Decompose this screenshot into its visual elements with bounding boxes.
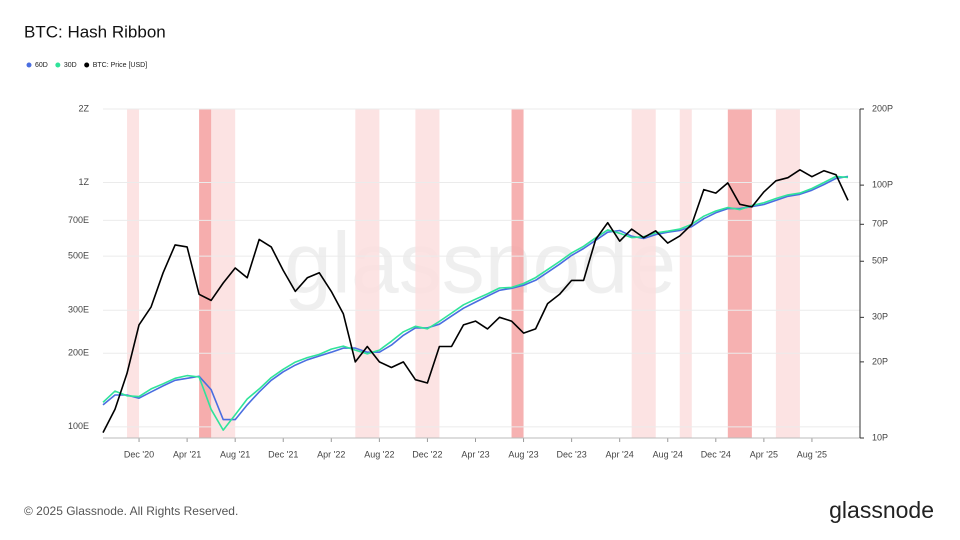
x-tick-label: Aug '24 bbox=[653, 449, 683, 459]
x-tick-label: Aug '25 bbox=[797, 449, 827, 459]
y2-tick-label: 200P bbox=[872, 103, 893, 113]
y-tick-label: 2Z bbox=[78, 103, 89, 113]
capitulation-band bbox=[727, 109, 752, 438]
x-tick-label: Apr '23 bbox=[461, 449, 489, 459]
x-tick-label: Apr '21 bbox=[173, 449, 201, 459]
legend-marker bbox=[26, 62, 32, 68]
x-tick-label: Aug '21 bbox=[220, 449, 250, 459]
y-tick-label: 100E bbox=[68, 421, 89, 431]
y-tick-label: 200E bbox=[68, 348, 89, 358]
y2-tick-label: 50P bbox=[872, 256, 888, 266]
capitulation-band bbox=[775, 109, 800, 438]
x-tick-label: Dec '24 bbox=[701, 449, 731, 459]
series-line bbox=[102, 175, 849, 421]
x-tick-label: Apr '25 bbox=[750, 449, 778, 459]
capitulation-band bbox=[415, 109, 440, 438]
legend-label: 60D bbox=[35, 62, 48, 69]
y-tick-label: 700E bbox=[68, 215, 89, 225]
capitulation-band bbox=[511, 109, 524, 438]
legend-marker bbox=[55, 62, 61, 68]
capitulation-band bbox=[631, 109, 656, 438]
y2-tick-label: 10P bbox=[872, 432, 888, 442]
capitulation-band bbox=[199, 109, 212, 438]
capitulation-band bbox=[679, 109, 692, 438]
y2-tick-label: 30P bbox=[872, 312, 888, 322]
y-tick-label: 1Z bbox=[78, 177, 89, 187]
x-tick-label: Dec '23 bbox=[557, 449, 587, 459]
series-line bbox=[102, 175, 849, 431]
capitulation-band bbox=[127, 109, 140, 438]
y-tick-label: 500E bbox=[68, 250, 89, 260]
x-tick-label: Aug '22 bbox=[364, 449, 394, 459]
footer: © 2025 Glassnode. All Rights Reserved. bbox=[24, 504, 238, 518]
legend-label: BTC: Price [USD] bbox=[93, 62, 148, 69]
y2-tick-label: 20P bbox=[872, 356, 888, 366]
x-tick-label: Aug '23 bbox=[508, 449, 538, 459]
legend-label: 30D bbox=[64, 62, 77, 69]
y2-tick-label: 70P bbox=[872, 219, 888, 229]
legend-marker bbox=[84, 62, 90, 68]
y-tick-label: 300E bbox=[68, 305, 89, 315]
x-tick-label: Dec '22 bbox=[412, 449, 442, 459]
x-tick-label: Apr '24 bbox=[606, 449, 634, 459]
x-tick-label: Dec '20 bbox=[124, 449, 154, 459]
x-tick-label: Apr '22 bbox=[317, 449, 345, 459]
series-line bbox=[102, 169, 849, 433]
logo: glassnode bbox=[829, 497, 934, 523]
capitulation-band bbox=[355, 109, 380, 438]
x-tick-label: Dec '21 bbox=[268, 449, 298, 459]
y2-tick-label: 100P bbox=[872, 179, 893, 189]
chart-title: BTC: Hash Ribbon bbox=[24, 22, 166, 41]
